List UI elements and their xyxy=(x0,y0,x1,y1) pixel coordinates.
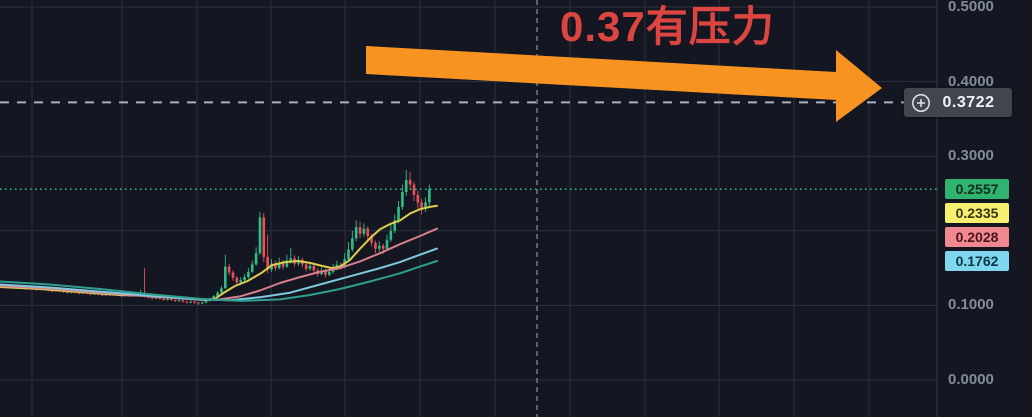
candle-body xyxy=(185,301,189,303)
candle-body xyxy=(250,264,254,272)
candle-body xyxy=(181,300,185,302)
price-tick-0.4000: 0.4000 xyxy=(948,72,994,90)
candle-body xyxy=(224,266,227,289)
candle-body xyxy=(404,180,408,193)
candle-body xyxy=(320,271,323,275)
candle-body xyxy=(416,194,420,203)
price-tick-0.0000: 0.0000 xyxy=(948,371,994,388)
candle-body xyxy=(220,288,223,293)
candle-body xyxy=(162,298,165,300)
candle-body xyxy=(324,271,327,275)
candle-body xyxy=(381,245,385,249)
candle-body xyxy=(170,298,173,301)
price-badge-ma-mid: 0.2028 xyxy=(945,227,1009,248)
add-alert-icon[interactable] xyxy=(911,93,931,113)
alert-price-value: 0.3722 xyxy=(942,93,995,111)
candle-body xyxy=(150,297,154,299)
candle-body xyxy=(327,271,331,275)
candle-body xyxy=(354,227,358,239)
candle-body xyxy=(239,280,242,283)
moving-average-lines xyxy=(0,204,438,302)
candle-body xyxy=(50,290,54,292)
candle-body xyxy=(247,271,250,278)
candle-body xyxy=(308,265,312,269)
candle-body xyxy=(374,242,377,249)
candle-body xyxy=(258,217,262,254)
candle-body xyxy=(370,236,373,243)
candle-body xyxy=(189,301,192,303)
candle-body xyxy=(77,292,81,294)
candle-body xyxy=(66,291,69,293)
candle-body xyxy=(204,300,208,303)
candle-body xyxy=(351,238,354,250)
candle-body xyxy=(243,277,246,281)
candle-body xyxy=(366,228,370,237)
candle-body xyxy=(397,206,400,221)
alert-price-badge[interactable]: 0.3722 xyxy=(904,88,1012,117)
price-tick-0.3000: 0.3000 xyxy=(948,147,994,165)
candlestick-series xyxy=(0,170,431,305)
candle-body xyxy=(200,302,204,304)
candle-body xyxy=(312,265,316,271)
candle-body xyxy=(154,297,158,299)
candle-body xyxy=(401,192,404,207)
candle-body xyxy=(358,227,362,234)
candle-body xyxy=(277,262,281,269)
price-badge-last-price: 0.2557 xyxy=(945,179,1009,200)
price-badge-ma-fast: 0.2335 xyxy=(945,203,1009,224)
candle-body xyxy=(289,258,293,261)
candle-body xyxy=(304,264,308,269)
annotation-text: 0.37有压力 xyxy=(560,3,775,50)
candle-body xyxy=(158,297,162,299)
candle-body xyxy=(420,202,423,208)
candle-body xyxy=(428,189,431,203)
candle-body xyxy=(347,249,350,260)
arrow-shape xyxy=(366,46,882,122)
candle-body xyxy=(177,300,181,302)
candle-body xyxy=(89,293,92,295)
price-badge-ma-slow: 0.1762 xyxy=(945,251,1009,272)
candle-body xyxy=(408,180,412,185)
candle-body xyxy=(262,217,266,257)
candle-body xyxy=(231,272,235,278)
candle-body xyxy=(216,292,219,297)
candle-body xyxy=(197,302,200,304)
candle-body xyxy=(412,184,416,195)
price-tick-0.1000: 0.1000 xyxy=(948,296,994,314)
candle-body xyxy=(393,220,396,231)
candle-body xyxy=(212,296,216,299)
ma-lightblue xyxy=(0,247,438,302)
ma-teal xyxy=(0,260,438,302)
candle-body xyxy=(378,245,381,249)
candle-body xyxy=(389,230,393,240)
candle-body xyxy=(362,228,366,234)
candle-body xyxy=(166,298,169,300)
candle-body xyxy=(100,294,104,296)
candle-body xyxy=(235,277,239,283)
candle-body xyxy=(424,202,427,208)
candle-body xyxy=(227,266,231,273)
candle-body xyxy=(266,256,269,270)
candle-body xyxy=(104,294,108,296)
candle-body xyxy=(93,293,96,295)
candle-body xyxy=(385,239,389,249)
annotation-arrow xyxy=(366,46,882,122)
candle-body xyxy=(285,260,289,267)
candle-body xyxy=(281,262,285,267)
candle-body xyxy=(254,253,258,265)
price-tick-0.5000: 0.5000 xyxy=(948,0,994,15)
candle-body xyxy=(274,263,277,269)
candle-body xyxy=(173,300,177,302)
candle-body xyxy=(193,301,196,303)
